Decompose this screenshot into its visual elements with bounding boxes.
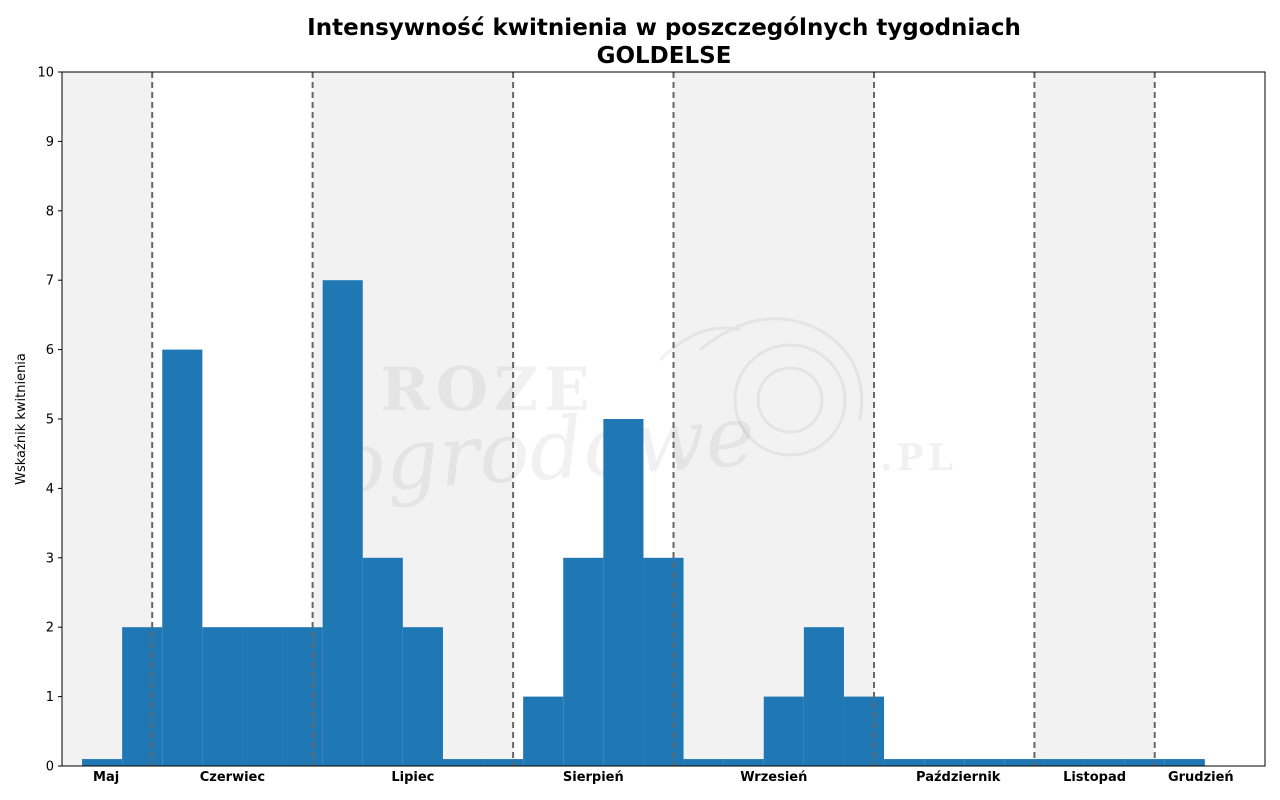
bar-week-28 bbox=[1164, 759, 1205, 766]
month-label-3: Sierpień bbox=[563, 770, 624, 785]
bar-week-4 bbox=[202, 627, 243, 766]
bar-week-19 bbox=[803, 627, 844, 766]
month-labels: Maj Czerwiec Lipiec Sierpień Wrzesień Paździe… bbox=[93, 770, 1234, 785]
bar-week-10 bbox=[442, 759, 484, 766]
bar-week-15 bbox=[643, 557, 684, 766]
bar-week-25 bbox=[1044, 759, 1085, 766]
bar-week-8 bbox=[362, 557, 403, 766]
watermark-rose-icon bbox=[658, 317, 864, 457]
bar-week-18 bbox=[763, 696, 804, 766]
month-label-5: Październik bbox=[916, 770, 1001, 785]
bar-week-11 bbox=[483, 759, 524, 766]
bar-week-6 bbox=[282, 627, 323, 766]
bar-week-21 bbox=[884, 759, 925, 766]
month-bands bbox=[62, 72, 1155, 766]
watermark-logo: ROZE ogrodowe .PL bbox=[331, 317, 957, 513]
month-label-6: Listopad bbox=[1063, 770, 1126, 785]
watermark-suffix: .PL bbox=[880, 437, 957, 479]
y-tick-label-3: 3 bbox=[46, 551, 54, 566]
month-label-1: Czerwiec bbox=[200, 770, 265, 785]
month-label-4: Wrzesień bbox=[740, 770, 807, 785]
y-tick-label-4: 4 bbox=[46, 482, 54, 497]
y-tick-label-2: 2 bbox=[46, 621, 54, 636]
bar-week-26 bbox=[1084, 759, 1125, 766]
y-tick-label-10: 10 bbox=[37, 66, 54, 81]
month-label-2: Lipiec bbox=[391, 770, 434, 785]
bar-week-16 bbox=[683, 759, 724, 766]
y-tick-label-0: 0 bbox=[46, 760, 54, 775]
y-tick-label-5: 5 bbox=[46, 413, 54, 428]
month-dividers bbox=[151, 72, 1156, 766]
y-tick-label-6: 6 bbox=[46, 343, 54, 358]
bar-week-1 bbox=[82, 759, 123, 766]
bars bbox=[82, 280, 1205, 766]
month-band-6 bbox=[1034, 72, 1155, 766]
bar-week-17 bbox=[723, 759, 764, 766]
bar-week-22 bbox=[924, 759, 965, 766]
bar-week-23 bbox=[964, 759, 1005, 766]
chart-subtitle: GOLDELSE bbox=[597, 43, 732, 69]
y-axis-ticks: 0 1 2 3 4 5 6 7 8 9 10 bbox=[37, 66, 62, 775]
bar-week-14 bbox=[603, 419, 644, 766]
bar-week-27 bbox=[1124, 759, 1165, 766]
y-tick-label-8: 8 bbox=[46, 204, 54, 219]
bar-week-20 bbox=[843, 696, 885, 766]
watermark-line1: ROZE bbox=[380, 355, 596, 425]
y-axis-label: Wskaźnik kwitnienia bbox=[14, 353, 29, 485]
month-label-0: Maj bbox=[93, 770, 119, 785]
y-tick-label-9: 9 bbox=[46, 135, 54, 150]
y-tick-label-1: 1 bbox=[46, 690, 54, 705]
chart-title: Intensywność kwitnienia w poszczególnych… bbox=[307, 15, 1021, 41]
bar-week-24 bbox=[1004, 759, 1045, 766]
month-label-7: Grudzień bbox=[1168, 770, 1234, 785]
y-tick-label-7: 7 bbox=[46, 274, 54, 289]
bar-week-13 bbox=[563, 557, 604, 766]
bar-week-9 bbox=[402, 627, 443, 766]
bar-week-2 bbox=[122, 627, 163, 766]
bar-week-5 bbox=[242, 627, 283, 766]
bar-week-3 bbox=[162, 349, 203, 766]
bar-week-7 bbox=[322, 280, 363, 766]
bar-week-12 bbox=[523, 696, 564, 766]
